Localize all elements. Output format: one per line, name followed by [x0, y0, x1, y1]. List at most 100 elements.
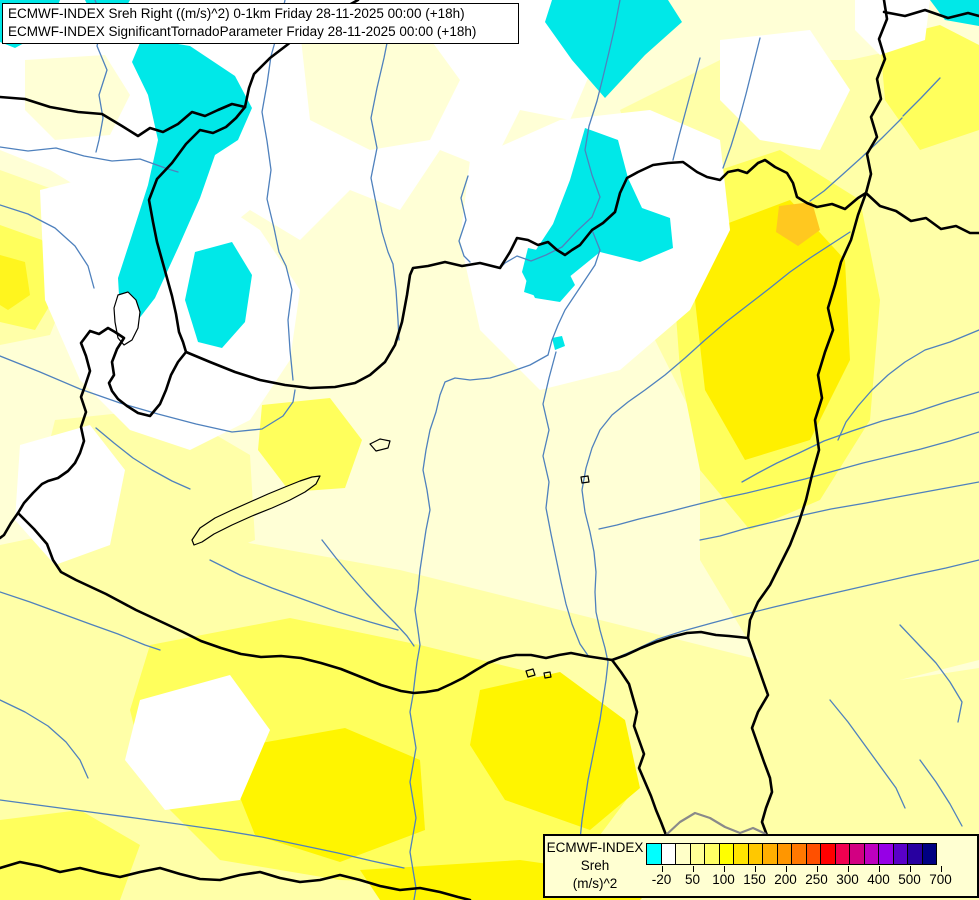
river-kapos — [209, 559, 399, 631]
lake-neusiedl — [113, 291, 141, 346]
legend-box: ECMWF-INDEX Sreh (m/s)^2 -20 50 100 150 200 2… — [543, 834, 979, 898]
river-danube-austria — [0, 146, 179, 173]
cyan-region-top-center — [545, 0, 682, 98]
river-koros-1 — [598, 431, 979, 530]
legend-swatch-16 — [878, 843, 894, 865]
river-danube-hungary — [499, 0, 621, 269]
river-danube-south — [409, 354, 549, 900]
legend-tick-label-200: 200 — [774, 872, 797, 887]
legend-tick-label-150: 150 — [743, 872, 766, 887]
legend-tick-mark-50 — [692, 866, 694, 872]
border-cz-at — [0, 95, 247, 138]
river-maros — [620, 559, 979, 657]
border-sk-ua — [864, 0, 889, 195]
legend-tick-label-250: 250 — [805, 872, 828, 887]
border-ua-top — [882, 8, 979, 20]
legend-swatch-11 — [805, 843, 821, 865]
bright-yellow-east-core — [695, 200, 850, 460]
border-hu-rs — [610, 630, 750, 662]
river-koros-2 — [741, 391, 979, 483]
legend-swatch-12 — [820, 843, 836, 865]
legend-tick-label-500: 500 — [898, 872, 921, 887]
legend-label-unit: (m/s)^2 — [572, 876, 618, 891]
river-zagyva — [542, 351, 590, 658]
border-at-sk — [147, 105, 247, 354]
river-east-1 — [899, 624, 963, 723]
legend-swatch-2 — [675, 843, 691, 865]
legend-swatch-3 — [689, 843, 705, 865]
river-tisza — [579, 231, 851, 841]
legend-tick-mark-400 — [878, 866, 880, 872]
legend-tick-mark-200 — [785, 866, 787, 872]
cyan-dot-center — [552, 336, 565, 350]
river-ne-2 — [722, 37, 761, 169]
legend-tick-mark-700 — [940, 866, 942, 872]
river-raba — [0, 355, 296, 433]
cyan-region-center-lobe — [522, 248, 575, 302]
river-sava — [0, 799, 405, 869]
legend-swatch-18 — [907, 843, 923, 865]
legend-tick-label-700: 700 — [929, 872, 952, 887]
cream-patch-north-center — [300, 25, 460, 150]
white-region-west-center — [40, 170, 300, 450]
river-mura — [0, 591, 161, 651]
title-box: ECMWF-INDEX Sreh Right ((m/s)^2) 0-1km F… — [2, 3, 519, 44]
legend-swatch-9 — [776, 843, 792, 865]
legend-swatch-15 — [863, 843, 879, 865]
border-hu-ua — [864, 191, 979, 235]
border-hu-hr — [16, 511, 614, 695]
lakes — [113, 291, 590, 679]
bright-yellow-south-core-1 — [235, 728, 425, 862]
legend-colorbar — [646, 843, 937, 865]
yellow-region-ne-corner — [880, 25, 979, 150]
border-at-hu-si — [0, 326, 188, 540]
legend-swatch-19 — [921, 843, 937, 865]
river-bodrog — [809, 117, 903, 202]
bright-yellow-left-core — [0, 255, 30, 310]
legend-swatch-6 — [733, 843, 749, 865]
white-region-southwest-2 — [125, 675, 270, 810]
legend-tick-label--20: -20 — [651, 872, 672, 887]
lake-balaton — [191, 475, 321, 546]
river-ipoly — [458, 175, 471, 263]
legend-swatch-7 — [747, 843, 763, 865]
legend-swatch-4 — [704, 843, 720, 865]
legend-swatch-17 — [892, 843, 908, 865]
border-hr-rs — [610, 658, 668, 837]
legend-label-param: Sreh — [580, 858, 610, 873]
border-hu-ro — [746, 191, 868, 854]
cyan-region-topright — [930, 0, 979, 26]
legend-swatch-5 — [718, 843, 734, 865]
border-gray-rs-ba — [665, 811, 767, 836]
yellow-region-bottom-left — [0, 810, 140, 900]
river-danube-bend — [547, 229, 601, 356]
title-line-1: ECMWF-INDEX Sreh Right ((m/s)^2) 0-1km F… — [8, 6, 465, 21]
legend-tick-mark-300 — [847, 866, 849, 872]
cream-patch-northwest — [25, 55, 130, 140]
border-hr-ba — [0, 860, 472, 900]
legend-swatch-8 — [762, 843, 778, 865]
legend-tick-mark-250 — [816, 866, 818, 872]
legend-tick-label-300: 300 — [836, 872, 859, 887]
legend-tick-label-100: 100 — [712, 872, 735, 887]
river-east-3 — [919, 759, 963, 827]
legend-swatch-14 — [849, 843, 865, 865]
legend-swatch-13 — [834, 843, 850, 865]
legend-label-model: ECMWF-INDEX — [546, 840, 644, 855]
legend-tick-mark-100 — [723, 866, 725, 872]
cyan-region-nw-lower — [185, 242, 252, 348]
river-ne-3 — [902, 77, 941, 117]
white-region-ne-band — [720, 30, 850, 150]
legend-swatch-10 — [791, 843, 807, 865]
lake-velence — [369, 438, 391, 452]
river-hron — [370, 27, 400, 341]
legend-tick-mark--20 — [661, 866, 663, 872]
legend-swatch-1 — [660, 843, 676, 865]
river-alpine-west — [0, 204, 95, 289]
cyan-region-center-axe — [524, 128, 673, 300]
